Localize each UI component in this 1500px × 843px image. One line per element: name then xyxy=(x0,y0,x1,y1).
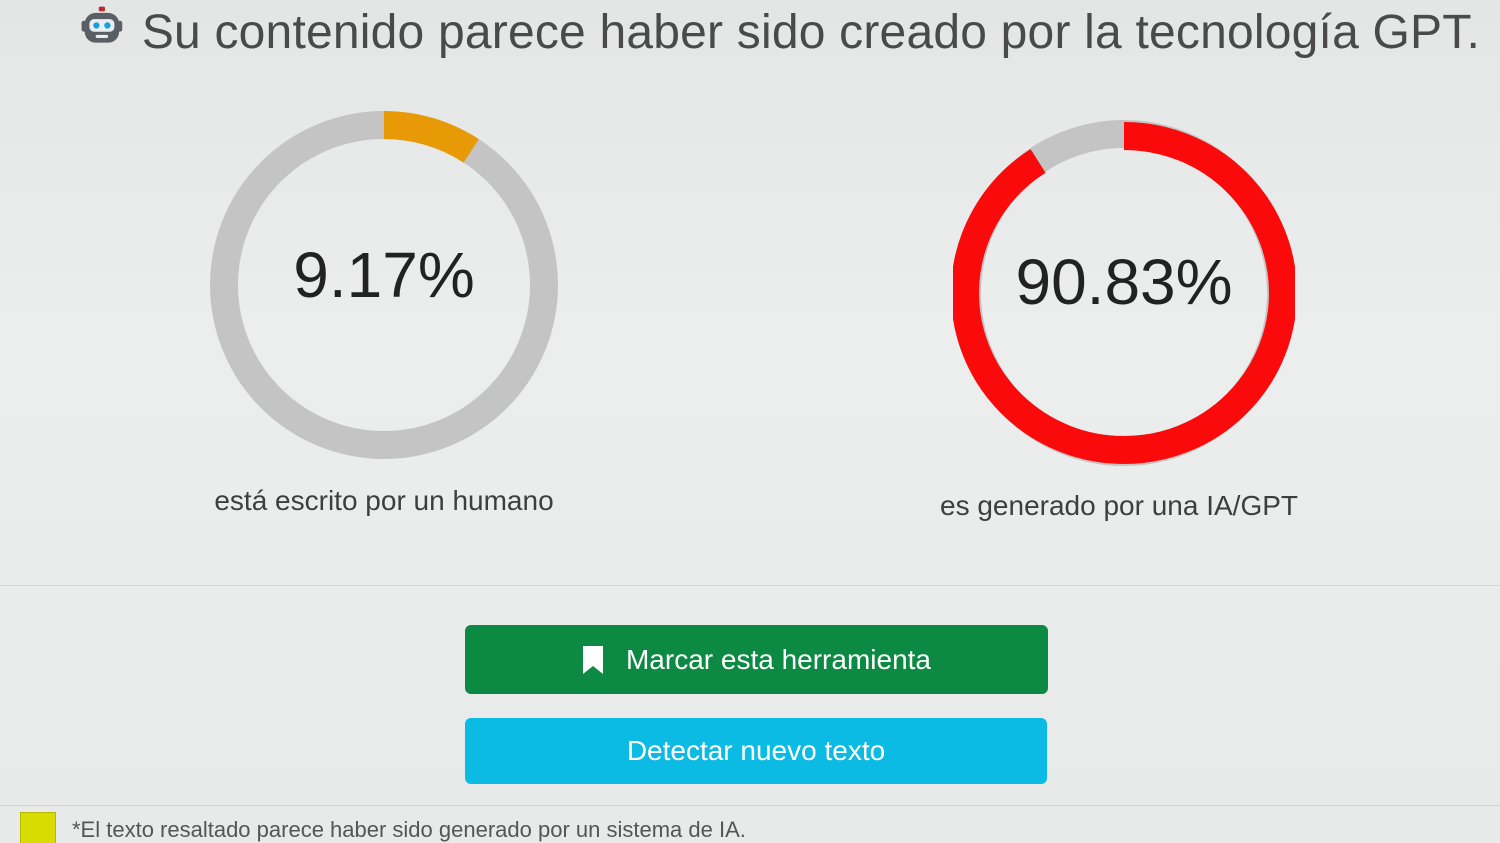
detect-new-text-button[interactable]: Detectar nuevo texto xyxy=(465,718,1047,784)
ai-score-value: 90.83% xyxy=(1015,246,1233,318)
ai-score-caption: es generado por una IA/GPT xyxy=(940,490,1298,521)
ai-score-gauge: 90.83% xyxy=(953,120,1295,466)
human-score-value: 9.17% xyxy=(293,239,475,311)
bookmark-icon xyxy=(582,645,603,674)
result-header: Su contenido parece haber sido creado po… xyxy=(80,0,1480,75)
bookmark-tool-label: Marcar esta herramienta xyxy=(625,643,931,675)
section-divider xyxy=(0,585,1500,586)
robot-icon xyxy=(81,6,123,43)
human-gauge-arc xyxy=(210,111,558,459)
ai-gauge-arc xyxy=(953,122,1295,464)
footer-divider xyxy=(0,805,1500,806)
human-score-gauge: 9.17% xyxy=(209,110,559,460)
human-score-caption: está escrito por un humano xyxy=(214,485,554,516)
bookmark-tool-button[interactable]: Marcar esta herramienta xyxy=(465,625,1048,694)
highlight-legend-text: *El texto resaltado parece haber sido ge… xyxy=(72,817,746,842)
detect-new-text-label: Detectar nuevo texto xyxy=(626,735,886,766)
result-title: Su contenido parece haber sido creado po… xyxy=(141,6,1480,59)
highlight-swatch xyxy=(20,812,56,843)
highlight-legend: *El texto resaltado parece haber sido ge… xyxy=(20,812,746,843)
